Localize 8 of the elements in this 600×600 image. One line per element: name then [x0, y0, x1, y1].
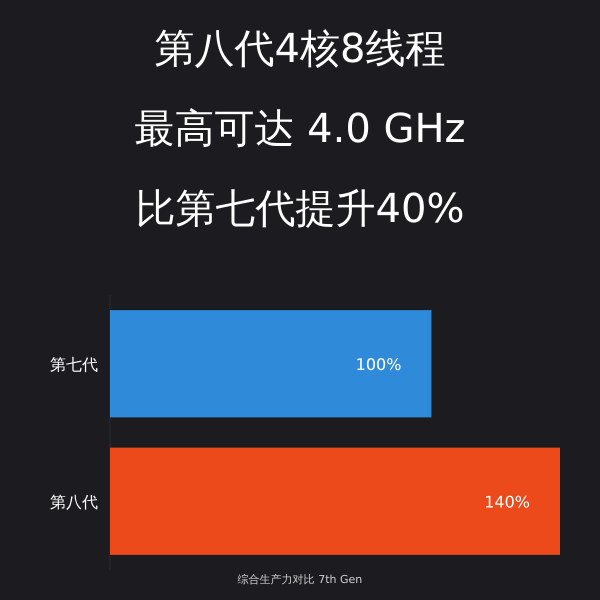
y-tick-label: 第八代: [50, 492, 98, 512]
data-label: 100%: [356, 354, 402, 374]
text: 综合生产力对比 7th Gen: [238, 573, 362, 586]
chart-subtitle: 最高可达 4.0 GHz: [134, 106, 466, 152]
title: 第八代4核8线程: [154, 26, 446, 72]
y-tick-label: 第七代: [50, 354, 98, 374]
data-label: 140%: [484, 492, 530, 512]
text: 比第七代提升40%: [136, 186, 464, 232]
